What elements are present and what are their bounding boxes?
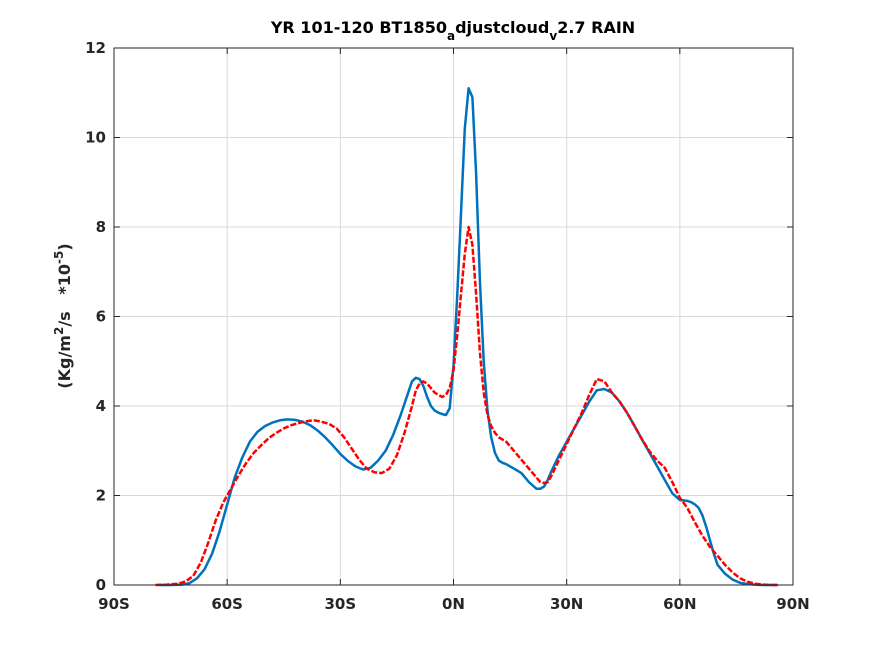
chart-title: YR 101-120 BT1850adjustcloudv2.7 RAIN xyxy=(270,18,635,43)
ylabel-sup1: 2 xyxy=(52,327,66,335)
series-line-2 xyxy=(155,225,778,587)
y-tick-labels: 0 2 4 6 8 10 12 xyxy=(85,39,106,594)
title-part3: 2.7 RAIN xyxy=(557,18,635,37)
x-tick-label: 60N xyxy=(663,595,696,613)
y-tick-label: 4 xyxy=(96,397,106,415)
title-part2: djustcloud xyxy=(455,18,549,37)
x-tick-label: 0N xyxy=(442,595,465,613)
ylabel-mid: /s *10 xyxy=(55,264,74,327)
y-tick-label: 12 xyxy=(85,39,106,57)
x-tick-labels: 90S 60S 30S 0N 30N 60N 90N xyxy=(98,595,810,613)
y-tick-label: 8 xyxy=(96,218,106,236)
y-tick-label: 2 xyxy=(96,487,106,505)
title-part1: YR 101-120 BT1850 xyxy=(270,18,447,37)
title-sub2: v xyxy=(549,29,557,43)
grid xyxy=(114,48,793,585)
ticks xyxy=(113,47,794,586)
y-axis-label: (Kg/m2/s *10-5) xyxy=(52,243,74,388)
x-tick-label: 60S xyxy=(211,595,243,613)
ylabel-post: ) xyxy=(55,243,74,250)
y-tick-label: 6 xyxy=(96,308,106,326)
y-tick-label: 10 xyxy=(85,129,106,147)
series-layer xyxy=(155,87,778,587)
title-sub1: a xyxy=(447,29,455,43)
x-tick-label: 30S xyxy=(324,595,356,613)
y-tick-label: 0 xyxy=(96,576,106,594)
ylabel-sup2: -5 xyxy=(52,251,66,264)
ylabel-pre: (Kg/m xyxy=(55,335,74,389)
x-tick-label: 30N xyxy=(550,595,583,613)
x-tick-label: 90N xyxy=(776,595,809,613)
x-tick-label: 90S xyxy=(98,595,130,613)
